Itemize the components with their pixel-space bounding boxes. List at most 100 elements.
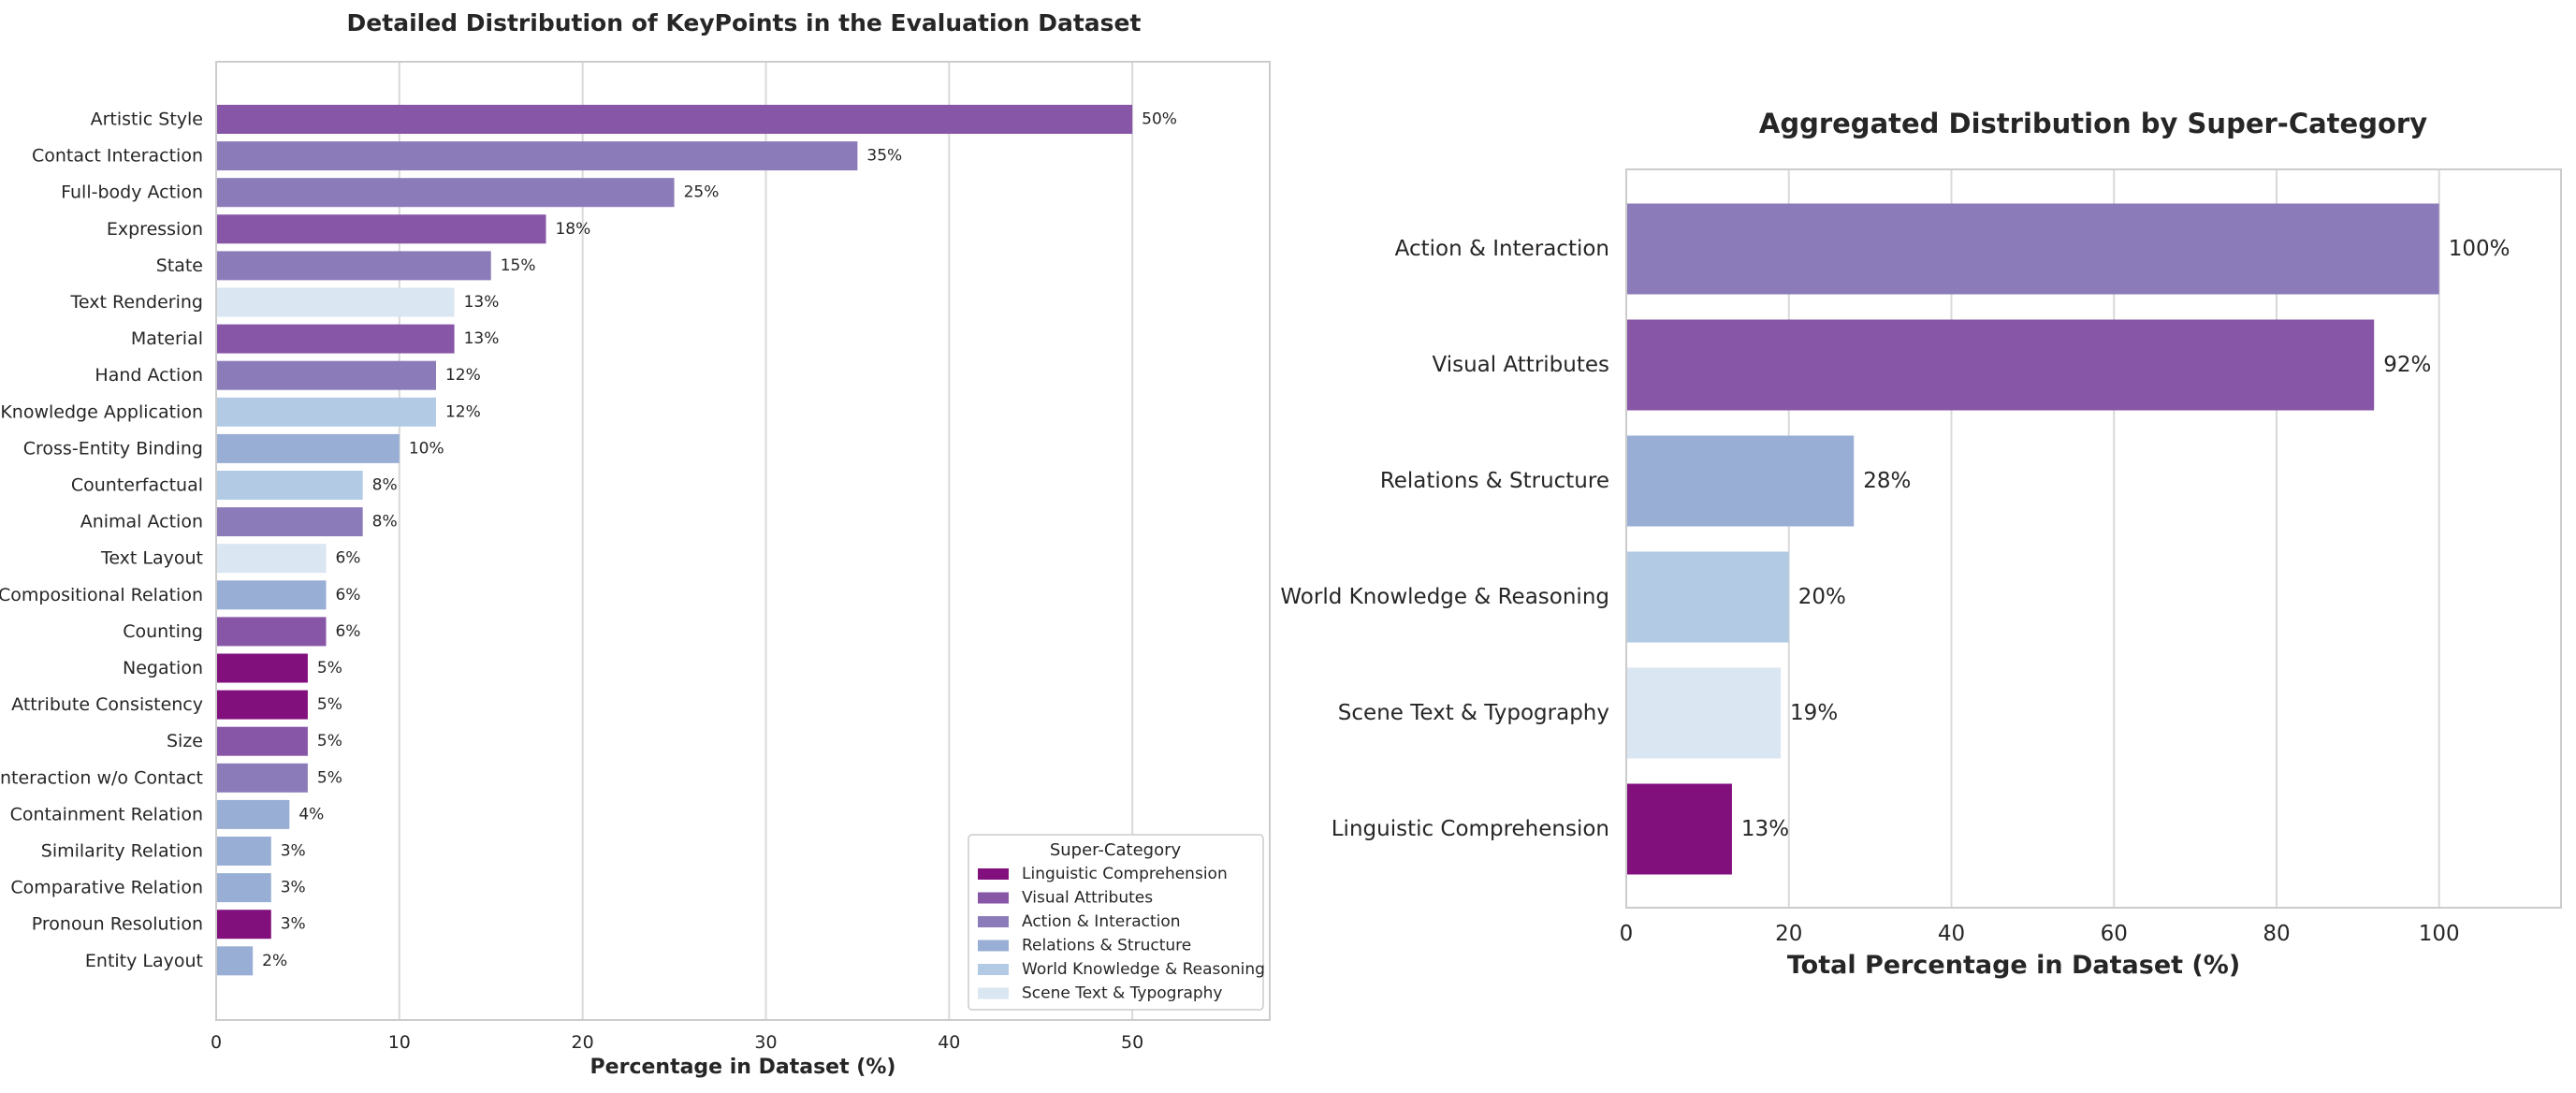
detailed-bar-containment-relation xyxy=(216,799,290,829)
detailed-distribution-chart: Detailed Distribution of KeyPoints in th… xyxy=(0,9,1271,1079)
legend-swatch-world-knowledge-and-reasoning xyxy=(978,964,1009,975)
detailed-x-tick-label: 0 xyxy=(211,1032,222,1053)
legend-swatch-action-and-interaction xyxy=(978,916,1009,927)
legend-swatch-relations-and-structure xyxy=(978,940,1009,952)
legend-label: Visual Attributes xyxy=(1022,889,1153,908)
detailed-value-label: 3% xyxy=(281,842,306,861)
aggregated-value-label: 100% xyxy=(2449,237,2511,261)
detailed-category-label: Animal Action xyxy=(80,512,203,532)
detailed-category-label: Similarity Relation xyxy=(41,841,203,862)
detailed-bar-entity-layout xyxy=(216,946,254,976)
detailed-category-label: Text Rendering xyxy=(70,292,204,313)
aggregated-value-labels: 100% 92% 28% 20% 19% 13% xyxy=(1741,237,2511,841)
detailed-category-label: Comparative Relation xyxy=(10,878,203,898)
aggregated-category-label: World Knowledge & Reasoning xyxy=(1280,585,1609,609)
detailed-bar-animal-action xyxy=(216,507,363,537)
detailed-bars xyxy=(216,105,1133,976)
legend-swatch-linguistic-comprehension xyxy=(978,868,1009,880)
detailed-bar-full-body-action xyxy=(216,178,675,208)
detailed-category-labels: Artistic Style Contact Interaction Full-bo… xyxy=(0,109,203,971)
detailed-value-label: 6% xyxy=(335,586,360,605)
detailed-category-label: Text Layout xyxy=(100,548,203,569)
detailed-bar-counting xyxy=(216,617,327,647)
aggregated-bar-scene-text-and-typography xyxy=(1626,667,1782,759)
detailed-category-label: Counterfactual xyxy=(71,475,203,496)
detailed-category-label: Size xyxy=(167,731,203,751)
detailed-x-tick-label: 10 xyxy=(388,1032,411,1053)
detailed-bar-similarity-relation xyxy=(216,837,271,866)
aggregated-distribution-chart: Aggregated Distribution by Super-Categor… xyxy=(1280,108,2562,980)
detailed-value-label: 8% xyxy=(372,476,398,495)
aggregated-bar-visual-attributes xyxy=(1626,319,2375,411)
detailed-category-label: Full-body Action xyxy=(61,182,203,203)
detailed-value-label: 13% xyxy=(464,293,500,312)
aggregated-bar-relations-and-structure xyxy=(1626,435,1855,527)
detailed-value-label: 50% xyxy=(1142,110,1177,129)
detailed-category-label: Cross-Entity Binding xyxy=(23,438,203,459)
detailed-category-label: Interaction w/o Contact xyxy=(0,767,203,788)
detailed-value-label: 35% xyxy=(866,147,902,166)
detailed-category-label: Artistic Style xyxy=(91,109,203,130)
detailed-bar-contact-interaction xyxy=(216,141,858,171)
detailed-category-label: Containment Relation xyxy=(10,804,203,824)
detailed-bar-pronoun-resolution xyxy=(216,910,271,940)
legend-label: Scene Text & Typography xyxy=(1022,984,1223,1003)
detailed-x-ticks: 0 10 20 30 40 50 xyxy=(211,1032,1143,1053)
legend-items: Linguistic Comprehension Visual Attribute… xyxy=(978,865,1265,1003)
aggregated-value-label: 28% xyxy=(1863,469,1911,493)
aggregated-category-label: Relations & Structure xyxy=(1380,469,1609,493)
detailed-bar-expression xyxy=(216,214,546,244)
aggregated-bar-linguistic-comprehension xyxy=(1626,783,1732,875)
detailed-value-label: 5% xyxy=(317,695,342,714)
aggregated-x-tick-label: 80 xyxy=(2263,922,2290,946)
detailed-category-label: Attribute Consistency xyxy=(11,694,203,715)
detailed-bar-comparative-relation xyxy=(216,873,271,903)
legend: Super-Category Linguistic Comprehension V… xyxy=(968,834,1265,1011)
detailed-category-label: State xyxy=(156,255,203,276)
legend-frame xyxy=(968,834,1264,1011)
detailed-value-label: 4% xyxy=(298,805,324,823)
detailed-value-label: 2% xyxy=(262,952,287,970)
legend-label: Action & Interaction xyxy=(1022,912,1181,931)
detailed-value-label: 10% xyxy=(409,439,444,458)
legend-title: Super-Category xyxy=(1050,840,1182,860)
detailed-plot-frame xyxy=(215,61,1271,1021)
detailed-bar-interaction-w-o-contact xyxy=(216,763,308,793)
detailed-value-label: 12% xyxy=(445,366,481,385)
detailed-bar-knowledge-application xyxy=(216,397,436,427)
detailed-value-labels: 50%35%25%18%15%13%13%12%12%10%8%8%6%6%6%… xyxy=(262,110,1177,970)
detailed-category-label: Entity Layout xyxy=(85,951,203,971)
detailed-x-tick-label: 30 xyxy=(754,1032,777,1053)
detailed-x-tick-label: 50 xyxy=(1121,1032,1143,1053)
aggregated-value-label: 20% xyxy=(1798,585,1846,609)
detailed-value-label: 8% xyxy=(372,513,398,532)
detailed-category-label: Counting xyxy=(123,621,203,642)
detailed-bar-material xyxy=(216,324,455,354)
aggregated-x-tick-label: 60 xyxy=(2101,922,2128,946)
legend-swatch-scene-text-and-typography xyxy=(978,987,1009,999)
detailed-value-label: 18% xyxy=(555,220,590,239)
aggregated-x-tick-label: 40 xyxy=(1938,922,1965,946)
aggregated-bar-world-knowledge-and-reasoning xyxy=(1626,551,1789,643)
detailed-bar-text-layout xyxy=(216,544,327,574)
detailed-bar-negation xyxy=(216,653,308,683)
legend-label: Relations & Structure xyxy=(1022,937,1191,955)
detailed-x-axis-label: Percentage in Dataset (%) xyxy=(590,1056,896,1079)
aggregated-value-label: 13% xyxy=(1741,817,1789,841)
aggregated-bar-action-and-interaction xyxy=(1626,203,2439,295)
legend-label: Linguistic Comprehension xyxy=(1022,865,1228,883)
detailed-bar-compositional-relation xyxy=(216,580,327,610)
detailed-category-label: Hand Action xyxy=(95,365,203,386)
aggregated-value-label: 92% xyxy=(2383,353,2431,377)
detailed-value-label: 25% xyxy=(684,183,720,202)
aggregated-category-label: Scene Text & Typography xyxy=(1338,701,1609,725)
aggregated-x-ticks: 0 20 40 60 80 100 xyxy=(1620,922,2460,946)
detailed-bar-artistic-style xyxy=(216,105,1133,134)
detailed-value-label: 3% xyxy=(281,879,306,897)
aggregated-category-label: Visual Attributes xyxy=(1432,353,1609,377)
aggregated-bars xyxy=(1626,203,2439,875)
detailed-category-label: Knowledge Application xyxy=(0,401,203,422)
detailed-value-label: 5% xyxy=(317,732,342,751)
detailed-bar-state xyxy=(216,251,491,281)
detailed-bar-counterfactual xyxy=(216,471,363,500)
